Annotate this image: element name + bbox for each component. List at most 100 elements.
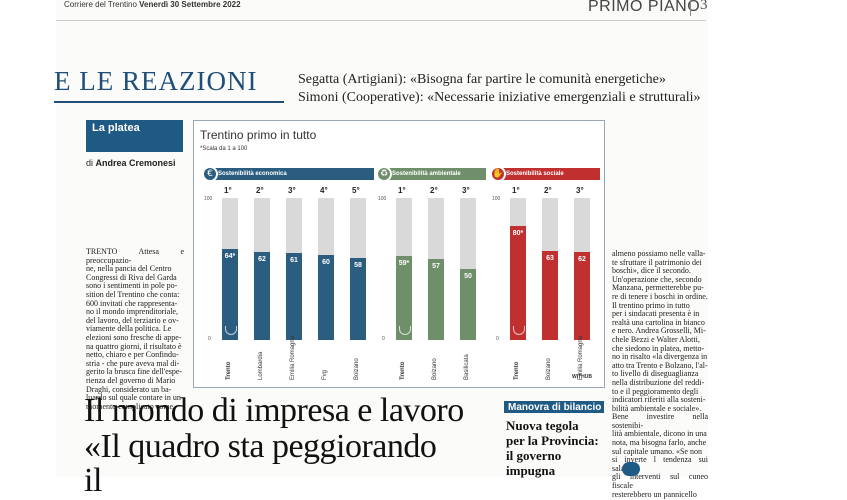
bar xyxy=(574,251,590,340)
byline-prefix: di xyxy=(86,158,94,168)
text-line: e nero. Andrea Grosselli, Mi- xyxy=(612,326,706,336)
chart-source: WITHUB xyxy=(572,374,592,380)
rank-label: 2° xyxy=(256,186,264,195)
region-label: Bolzano xyxy=(354,358,360,380)
region-label: Bolzano xyxy=(432,358,438,380)
bar xyxy=(222,249,238,340)
text-line: no il mondo imprenditoriale, xyxy=(86,307,178,317)
text-line: almeno possiamo nelle valla- xyxy=(612,249,706,258)
article-text-left: TRENTO Attesa e preoccupazio-ne, nella p… xyxy=(86,247,184,411)
rank-label: 2° xyxy=(544,186,552,195)
rank-label: 3° xyxy=(288,186,296,195)
text-line: nella distribuzione del reddi- xyxy=(612,377,705,387)
author-name: Andrea Cremonesi xyxy=(95,158,176,168)
text-line: stria - che pure aveva mal di- xyxy=(86,358,180,368)
bar xyxy=(542,250,558,340)
text-line: realtà una cartolina in bianco xyxy=(612,317,705,327)
region-label: Emilia Romagna xyxy=(290,335,296,380)
text-line: TRENTO Attesa e preoccupazio- xyxy=(86,247,184,265)
text-line: rienza del governo di Mario xyxy=(86,375,176,385)
text-line: impugna xyxy=(506,463,556,478)
category-header: Sostenibilità sociale xyxy=(494,168,600,180)
region-label: Basilicata xyxy=(464,354,470,380)
text-line: il governo xyxy=(506,448,562,463)
region-label: Trento xyxy=(226,361,232,380)
region-label: Fvg xyxy=(322,369,328,380)
sidebar-headline: Nuova tegola per la Provincia: il governo i… xyxy=(506,418,599,478)
region-label: Trento xyxy=(514,361,520,380)
text-line: sition del Trentino che conta: xyxy=(86,289,180,299)
bar-value-label: 63 xyxy=(546,254,554,262)
headline-line-3: il xyxy=(84,462,102,499)
region-label: Trento xyxy=(400,361,406,380)
chart-title: Trentino primo in tutto xyxy=(200,128,317,142)
text-line: per i sindacati presenta è in xyxy=(612,309,700,319)
text-line: gerito la brusca fine dell'espe- xyxy=(86,367,183,377)
text-line: momento complicato come xyxy=(86,401,174,411)
sidebar-label-box xyxy=(504,401,604,413)
rank-label: 3° xyxy=(576,186,584,195)
column-title: La platea xyxy=(92,122,140,134)
text-line: to e il peggioramento degli xyxy=(612,386,699,396)
text-line: netto, chiaro e per Confindu- xyxy=(86,350,179,360)
text-line: 600 invitati che rappresenta- xyxy=(86,298,178,308)
text-line: elezioni sono fresche di appe- xyxy=(86,332,182,342)
rank-label: 1° xyxy=(512,186,520,195)
byline: di Andrea Cremonesi xyxy=(86,158,176,168)
bar-value-label: 60 xyxy=(322,258,330,266)
article-text-right: almeno possiamo nelle valla-te sfruttare… xyxy=(612,249,708,499)
bar-value-label: 58 xyxy=(354,261,362,269)
text-line: resterebbero un pannicello xyxy=(612,489,697,499)
axis-bottom-label: 0 xyxy=(496,336,499,342)
category-header: Sostenibilità economica xyxy=(206,168,374,180)
headline-line-2: «Il quadro sta peggiorando xyxy=(84,428,437,465)
bar-value-label: 59* xyxy=(398,260,410,268)
banner-quote-2: Simoni (Cooperative): «Necessarie inizia… xyxy=(298,90,701,105)
text-line: atto tra Trento e Bolzano, l'al- xyxy=(612,360,708,370)
rank-label: 4° xyxy=(320,186,328,195)
axis-top-label: 100 xyxy=(492,196,501,202)
rank-label: 1° xyxy=(224,186,232,195)
text-line: bilità ambientale e sociale». xyxy=(612,403,702,413)
text-line: indicatori riferiti alla sosteni- xyxy=(612,395,706,405)
newspaper-logo-icon xyxy=(622,462,640,476)
winner-wreath-icon xyxy=(225,326,237,335)
text-line: no in risalto «la divergenza in xyxy=(612,352,708,362)
axis-bottom-label: 0 xyxy=(208,336,211,342)
text-line: chele Bezzi e Walter Alotti, xyxy=(612,334,700,344)
winner-wreath-icon xyxy=(399,326,411,335)
text-line: Manzana, permetterebbe pu- xyxy=(612,283,704,293)
text-line: che siedono in platea, metto- xyxy=(612,343,705,353)
text-line: lità ambientale, dicono in una xyxy=(612,429,707,439)
newspaper-masthead: Corriere del Trentino Venerdì 30 Settemb… xyxy=(64,0,241,9)
text-line: na quattro giorni, il risultato è xyxy=(86,341,182,351)
section-label: PRIMO PIANO xyxy=(588,0,701,15)
banner-title: E LE REAZIONI xyxy=(54,66,258,96)
headline-line-1: Il mondo di impresa e lavoro xyxy=(84,392,464,429)
category-icon: € xyxy=(202,166,218,182)
category-header: Sostenibilità ambientale xyxy=(380,168,486,180)
category-icon: ✋ xyxy=(490,166,506,182)
axis-bottom-label: 0 xyxy=(382,336,385,342)
text-line: viamente della politica. Le xyxy=(86,324,172,334)
bar-value-label: 64* xyxy=(224,253,236,261)
text-line: boschi», dice il secondo. xyxy=(612,266,691,276)
bar-value-label: 80* xyxy=(512,230,524,238)
text-line: del lavoro, del terziario e ov- xyxy=(86,315,179,325)
text-line: gli interventi sul cuneo fiscale xyxy=(612,472,708,491)
bar-value-label: 50 xyxy=(464,273,472,280)
page-number: 3 xyxy=(700,0,708,13)
text-line: sul capitale umano. «Se non xyxy=(612,446,702,456)
text-line: sono i sentimenti in pole po- xyxy=(86,281,178,291)
rank-label: 1° xyxy=(398,186,406,195)
header-divider xyxy=(690,0,691,16)
text-line: Draghi, considerato un ba- xyxy=(86,384,172,394)
bar xyxy=(396,256,412,340)
text-line: re di tenere i boschi in ordine. xyxy=(612,291,708,301)
bar xyxy=(510,226,526,340)
column-title-box xyxy=(86,120,183,152)
text-line: Bene investire nella sostenibi- xyxy=(612,412,708,430)
text-line: luardo sul quale contare in un xyxy=(86,393,181,403)
bar-value-label: 62 xyxy=(258,255,266,263)
bar-value-label: 61 xyxy=(290,257,298,265)
